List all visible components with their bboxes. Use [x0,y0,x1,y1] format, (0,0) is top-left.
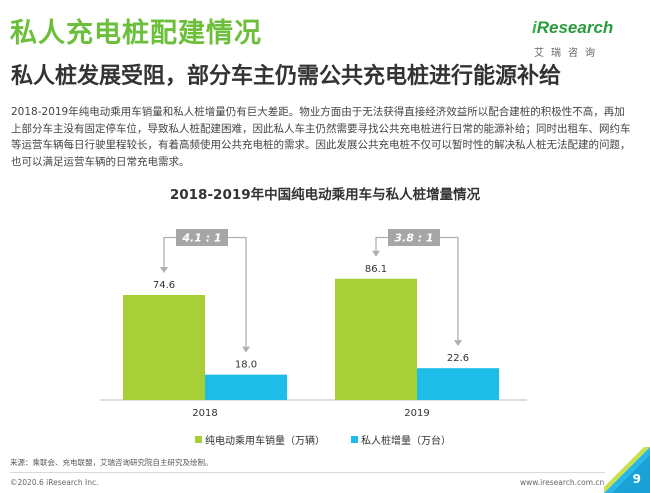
page-number: 9 [632,472,641,486]
legend-item-private-piles: 私人桩增量（万台） [351,432,451,447]
logo-chinese-name: 艾瑞咨询 [534,48,602,59]
page-subtitle: 私人桩发展受阻，部分车主仍需公共充电桩进行能源补给 [11,64,562,89]
copyright: ©2020.6 iResearch Inc. [10,478,99,487]
ratio-label-2019: 3.8 : 1 [394,232,433,245]
x-tick-label-2019: 2019 [404,408,429,419]
ratio-arrow-line-green-2019 [375,236,388,251]
ratio-box-2019 [388,229,440,246]
summary-paragraph: 2018-2019年纯电动乘用车销量和私人桩增量仍有巨大差距。物业方面由于无法获… [11,106,631,168]
chart-legend: 纯电动乘用车销量（万辆） 私人桩增量（万台） [195,432,451,447]
ratio-arrowhead-green-2019 [372,250,380,257]
source-note: 来源：乘联会、充电联盟，艾瑞咨询研究院自主研究及绘制。 [10,458,213,467]
ratio-arrowhead-blue-2019 [454,340,462,347]
ratio-arrowhead-blue-2018 [242,346,250,353]
value-label-ev-sales-2019: 86.1 [365,264,387,275]
ratio-arrow-line-green-2018 [163,236,176,267]
bar-private-piles-2018 [205,374,287,400]
bar-ev-sales-2019 [335,278,417,400]
legend-label-ev-sales: 纯电动乘用车销量（万辆） [205,436,325,447]
legend-swatch-blue [351,436,358,443]
bar-private-piles-2019 [417,368,499,400]
iresearch-logo: iResearch 艾瑞咨询 [532,18,614,62]
value-label-private-piles-2019: 22.6 [447,353,469,364]
corner-decoration [604,447,650,493]
bar-ev-sales-2018 [123,294,205,400]
footer-divider [10,472,605,473]
value-label-private-piles-2018: 18.0 [235,360,257,371]
chart-title: 2018-2019年中国纯电动乘用车与私人桩增量情况 [169,187,481,203]
value-label-ev-sales-2018: 74.6 [153,280,175,291]
legend-label-private-piles: 私人桩增量（万台） [361,436,451,447]
page-title: 私人充电桩配建情况 [10,18,262,49]
logo-wordmark: iResearch [532,18,614,37]
legend-item-ev-sales: 纯电动乘用车销量（万辆） [195,432,325,447]
ratio-label-2018: 4.1 : 1 [181,232,221,245]
website-link[interactable]: www.iresearch.com.cn [520,478,605,487]
legend-swatch-green [195,436,202,443]
ratio-box-2018 [176,229,228,246]
x-tick-label-2018: 2018 [192,408,217,419]
ratio-arrow-line-blue-2019 [440,236,459,341]
ratio-arrowhead-green-2018 [160,266,168,273]
ratio-arrow-line-blue-2018 [228,236,247,347]
